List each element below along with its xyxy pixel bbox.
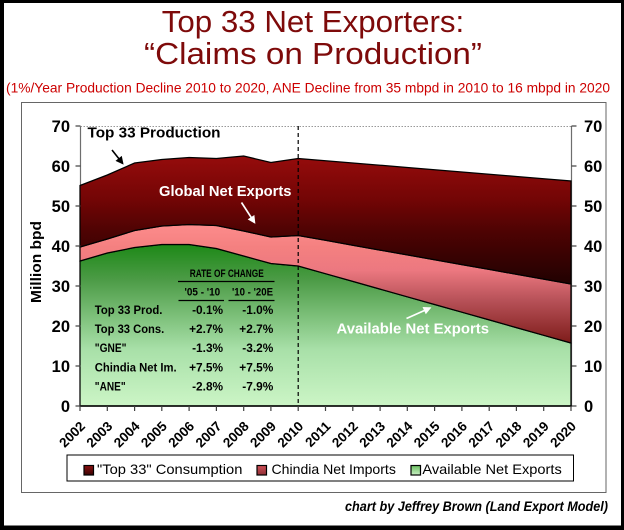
svg-text:10: 10 [584,358,602,376]
svg-text:(1%/Year Production Decline 20: (1%/Year Production Decline 2010 to 2020… [6,81,610,96]
svg-text:"ANE": "ANE" [95,380,126,394]
svg-text:-2.8%: -2.8% [192,380,223,394]
svg-text:Chindia Net Im.: Chindia Net Im. [95,361,177,375]
svg-text:-7.9%: -7.9% [242,380,273,394]
svg-text:Chindia Net Imports: Chindia Net Imports [272,462,396,477]
svg-text:30: 30 [584,278,602,296]
svg-text:Top 33 Net Exporters:: Top 33 Net Exporters: [162,4,465,39]
svg-text:+2.7%: +2.7% [239,322,273,336]
svg-text:30: 30 [52,278,70,296]
svg-text:Global Net Exports: Global Net Exports [159,183,292,200]
svg-text:20: 20 [52,318,70,336]
svg-text:chart by Jeffrey Brown (Land E: chart by Jeffrey Brown (Land Export Mode… [345,498,608,514]
svg-text:-1.0%: -1.0% [242,303,273,317]
svg-text:Million bpd: Million bpd [28,221,45,303]
svg-text:RATE OF CHANGE: RATE OF CHANGE [190,268,264,280]
svg-text:60: 60 [584,158,602,176]
svg-text:0: 0 [61,398,70,416]
svg-text:50: 50 [52,198,70,216]
svg-text:-3.2%: -3.2% [242,341,273,355]
svg-text:50: 50 [584,198,602,216]
svg-text:0: 0 [584,398,593,416]
svg-text:"Top 33" Consumption: "Top 33" Consumption [97,462,242,477]
svg-text:40: 40 [584,238,602,256]
svg-text:-0.1%: -0.1% [192,303,223,317]
svg-text:'05 - '10: '05 - '10 [185,287,221,299]
svg-text:Top 33 Prod.: Top 33 Prod. [95,303,163,317]
svg-text:Available Net Exports: Available Net Exports [422,462,562,477]
svg-text:'10 - '20E: '10 - '20E [232,287,273,299]
svg-text:+2.7%: +2.7% [189,322,223,336]
svg-text:+7.5%: +7.5% [239,361,273,375]
svg-text:Available Net Exports: Available Net Exports [337,321,490,338]
svg-text:Top 33 Production: Top 33 Production [88,126,221,142]
svg-text:+7.5%: +7.5% [189,361,223,375]
svg-text:40: 40 [52,238,70,256]
svg-text:“Claims on Production”: “Claims on Production” [144,36,482,71]
svg-text:70: 70 [52,118,70,136]
svg-text:Top 33 Cons.: Top 33 Cons. [95,322,164,336]
svg-text:10: 10 [52,358,70,376]
svg-text:20: 20 [584,318,602,336]
svg-text:-1.3%: -1.3% [192,341,223,355]
svg-text:70: 70 [584,118,602,136]
svg-text:60: 60 [52,158,70,176]
svg-text:"GNE": "GNE" [95,341,127,355]
